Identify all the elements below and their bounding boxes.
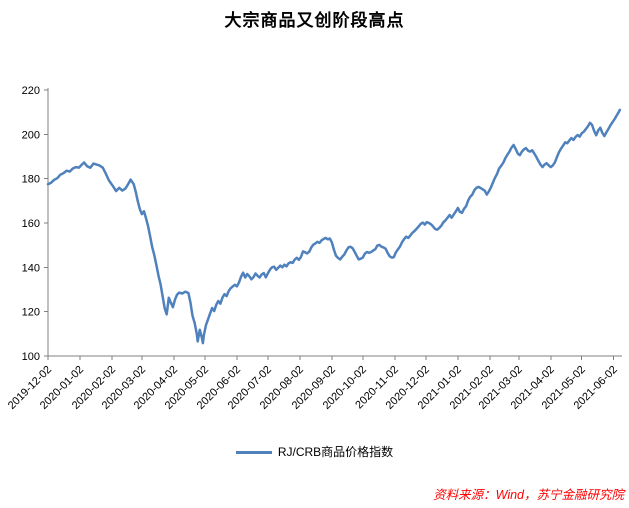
y-tick-label: 140 (22, 262, 40, 274)
y-tick-label: 100 (22, 351, 40, 363)
legend-line-swatch (235, 450, 272, 454)
legend-label: RJ/CRB商品价格指数 (277, 445, 394, 459)
y-tick-label: 220 (22, 85, 40, 97)
chart-title: 大宗商品又创阶段高点 (224, 11, 405, 30)
series-line (46, 108, 622, 345)
y-tick-label: 160 (22, 218, 40, 230)
legend: RJ/CRB商品价格指数 (0, 443, 629, 461)
source-note: 资料来源：Wind，苏宁金融研究院 (433, 488, 624, 502)
y-tick-label: 120 (22, 307, 40, 319)
y-tick-label: 180 (22, 174, 40, 186)
y-tick-label: 200 (22, 129, 40, 141)
